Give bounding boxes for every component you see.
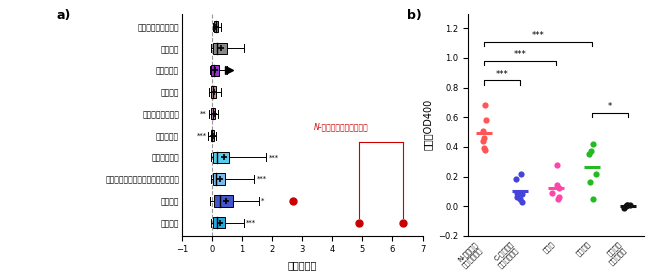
Point bbox=[479, 146, 489, 150]
Point bbox=[480, 118, 491, 122]
Point bbox=[547, 191, 557, 195]
Point bbox=[551, 163, 562, 167]
Point bbox=[478, 128, 489, 133]
Point bbox=[480, 103, 490, 108]
Point bbox=[512, 195, 523, 199]
Text: *: * bbox=[261, 198, 265, 204]
Text: ***: *** bbox=[196, 133, 207, 138]
Point bbox=[554, 186, 564, 191]
Text: ***: *** bbox=[514, 50, 526, 59]
Point bbox=[515, 171, 526, 176]
FancyBboxPatch shape bbox=[211, 64, 218, 76]
Text: *: * bbox=[608, 102, 612, 111]
Y-axis label: 上清のOD400: 上清のOD400 bbox=[422, 99, 433, 150]
Point bbox=[517, 192, 527, 196]
Point bbox=[622, 202, 632, 207]
Text: ***: *** bbox=[495, 70, 508, 79]
Point bbox=[479, 136, 489, 140]
FancyBboxPatch shape bbox=[214, 21, 218, 32]
Text: ***: *** bbox=[246, 220, 256, 226]
FancyBboxPatch shape bbox=[213, 43, 227, 54]
FancyBboxPatch shape bbox=[213, 217, 225, 228]
Point bbox=[619, 205, 629, 210]
FancyBboxPatch shape bbox=[213, 152, 229, 163]
Point bbox=[515, 196, 525, 201]
Point bbox=[621, 204, 631, 208]
FancyBboxPatch shape bbox=[214, 195, 233, 207]
Point bbox=[621, 202, 632, 207]
Point bbox=[584, 152, 594, 156]
Point bbox=[554, 195, 564, 199]
Point bbox=[586, 149, 596, 153]
Point bbox=[585, 180, 595, 185]
Point bbox=[552, 183, 563, 188]
Point bbox=[553, 196, 564, 201]
Point bbox=[588, 196, 598, 201]
Text: ***: *** bbox=[532, 31, 544, 40]
Text: ***: *** bbox=[268, 154, 279, 160]
Text: N-アルキルイミダゾール: N-アルキルイミダゾール bbox=[315, 122, 369, 131]
Text: b): b) bbox=[407, 9, 421, 22]
Point bbox=[590, 171, 601, 176]
Point bbox=[517, 199, 527, 204]
Point bbox=[480, 148, 490, 152]
Point bbox=[512, 191, 523, 195]
Text: ***: *** bbox=[257, 176, 266, 182]
FancyBboxPatch shape bbox=[211, 86, 216, 98]
FancyBboxPatch shape bbox=[211, 130, 214, 141]
Point bbox=[510, 177, 521, 182]
Text: **: ** bbox=[200, 111, 207, 117]
Point bbox=[478, 139, 488, 143]
FancyBboxPatch shape bbox=[211, 108, 215, 120]
Point bbox=[625, 202, 635, 207]
Text: a): a) bbox=[57, 9, 72, 22]
FancyBboxPatch shape bbox=[213, 173, 225, 185]
X-axis label: 脱色スコア: 脱色スコア bbox=[287, 260, 317, 270]
Point bbox=[588, 142, 598, 146]
